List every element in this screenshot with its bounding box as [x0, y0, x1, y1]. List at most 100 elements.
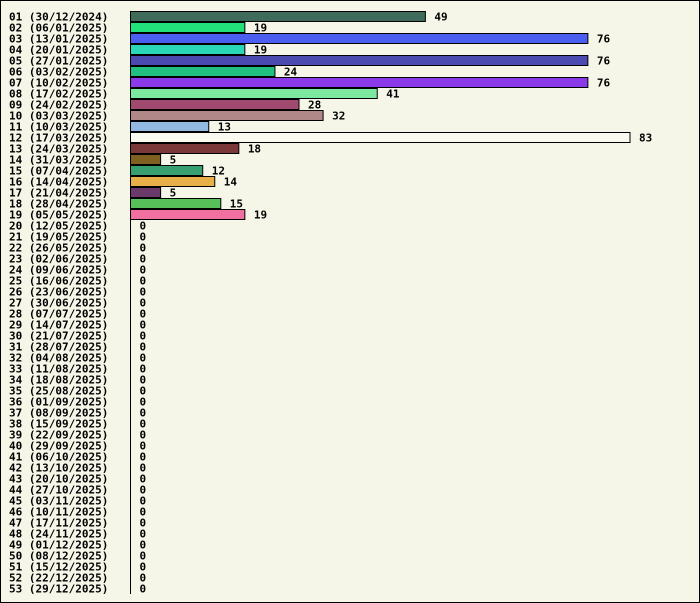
- category-label: 47 (17/11/2025): [9, 517, 108, 530]
- value-label: 0: [140, 275, 147, 288]
- bar: [130, 121, 210, 132]
- value-label: 0: [140, 385, 147, 398]
- category-label: 03 (13/01/2025): [9, 33, 108, 46]
- category-label: 27 (30/06/2025): [9, 297, 108, 310]
- category-label: 24 (09/06/2025): [9, 264, 108, 277]
- category-label: 31 (28/07/2025): [9, 341, 108, 354]
- value-label: 32: [332, 110, 345, 123]
- bar: [130, 110, 324, 121]
- bar: [130, 66, 276, 77]
- value-label: 76: [597, 77, 611, 90]
- value-label: 0: [140, 297, 147, 310]
- value-label: 0: [140, 220, 147, 233]
- value-label: 24: [284, 66, 298, 79]
- value-label: 49: [434, 11, 447, 24]
- value-label: 0: [140, 517, 147, 530]
- value-label: 19: [254, 209, 267, 222]
- category-label: 18 (28/04/2025): [9, 198, 108, 211]
- category-label: 39 (22/09/2025): [9, 429, 108, 442]
- value-label: 0: [140, 473, 147, 486]
- bar: [130, 11, 426, 22]
- category-label: 36 (01/09/2025): [9, 396, 108, 409]
- value-label: 0: [140, 253, 147, 266]
- value-label: 0: [140, 330, 147, 343]
- value-label: 0: [140, 319, 147, 332]
- bar: [130, 198, 222, 209]
- value-label: 5: [170, 187, 177, 200]
- value-label: 0: [140, 484, 147, 497]
- category-label: 40 (29/09/2025): [9, 440, 108, 453]
- value-label: 0: [140, 528, 147, 541]
- value-label: 0: [140, 429, 147, 442]
- category-label: 07 (10/02/2025): [9, 77, 108, 90]
- category-label: 42 (13/10/2025): [9, 462, 108, 475]
- value-label: 0: [140, 308, 147, 321]
- bar: [130, 209, 246, 220]
- category-label: 22 (26/05/2025): [9, 242, 108, 255]
- value-label: 83: [639, 132, 652, 145]
- value-label: 0: [140, 561, 147, 574]
- category-label: 34 (18/08/2025): [9, 374, 108, 387]
- value-label: 0: [140, 539, 147, 552]
- category-label: 49 (01/12/2025): [9, 539, 108, 552]
- value-label: 76: [597, 33, 611, 46]
- category-label: 16 (14/04/2025): [9, 176, 108, 189]
- value-label: 0: [140, 407, 147, 420]
- category-label: 48 (24/11/2025): [9, 528, 108, 541]
- category-label: 32 (04/08/2025): [9, 352, 108, 365]
- bar: [130, 22, 246, 33]
- value-label: 0: [140, 242, 147, 255]
- category-label: 19 (05/05/2025): [9, 209, 108, 222]
- category-label: 25 (16/06/2025): [9, 275, 108, 288]
- category-label: 06 (03/02/2025): [9, 66, 108, 79]
- category-label: 51 (15/12/2025): [9, 561, 108, 574]
- category-label: 01 (30/12/2024): [9, 11, 108, 24]
- category-label: 30 (21/07/2025): [9, 330, 108, 343]
- value-label: 19: [254, 22, 267, 35]
- value-label: 0: [140, 462, 147, 475]
- category-label: 28 (07/07/2025): [9, 308, 108, 321]
- category-label: 05 (27/01/2025): [9, 55, 108, 68]
- category-label: 33 (11/08/2025): [9, 363, 108, 376]
- value-label: 0: [140, 583, 147, 596]
- category-label: 50 (08/12/2025): [9, 550, 108, 563]
- value-label: 18: [248, 143, 261, 156]
- category-label: 20 (12/05/2025): [9, 220, 108, 233]
- value-label: 76: [597, 55, 611, 68]
- value-label: 28: [308, 99, 321, 112]
- value-label: 0: [140, 352, 147, 365]
- bar: [130, 99, 300, 110]
- value-label: 0: [140, 286, 147, 299]
- value-label: 0: [140, 231, 147, 244]
- category-label: 14 (31/03/2025): [9, 154, 108, 167]
- bar: [130, 55, 589, 66]
- category-label: 23 (02/06/2025): [9, 253, 108, 266]
- category-label: 08 (17/02/2025): [9, 88, 108, 101]
- category-label: 04 (20/01/2025): [9, 44, 108, 57]
- value-label: 0: [140, 396, 147, 409]
- bar: [130, 187, 162, 198]
- category-label: 13 (24/03/2025): [9, 143, 108, 156]
- value-label: 15: [230, 198, 243, 211]
- value-label: 0: [140, 264, 147, 277]
- value-label: 0: [140, 440, 147, 453]
- category-label: 29 (14/07/2025): [9, 319, 108, 332]
- value-label: 0: [140, 550, 147, 563]
- category-label: 21 (19/05/2025): [9, 231, 108, 244]
- value-label: 0: [140, 572, 147, 585]
- category-label: 38 (15/09/2025): [9, 418, 108, 431]
- value-label: 19: [254, 44, 267, 57]
- category-label: 11 (10/03/2025): [9, 121, 108, 134]
- category-label: 52 (22/12/2025): [9, 572, 108, 585]
- value-label: 41: [386, 88, 400, 101]
- category-label: 12 (17/03/2025): [9, 132, 108, 145]
- bar: [130, 143, 240, 154]
- category-label: 09 (24/02/2025): [9, 99, 108, 112]
- category-label: 15 (07/04/2025): [9, 165, 108, 178]
- value-label: 14: [224, 176, 238, 189]
- category-label: 02 (06/01/2025): [9, 22, 108, 35]
- value-label: 13: [218, 121, 231, 134]
- category-label: 45 (03/11/2025): [9, 495, 108, 508]
- category-label: 43 (20/10/2025): [9, 473, 108, 486]
